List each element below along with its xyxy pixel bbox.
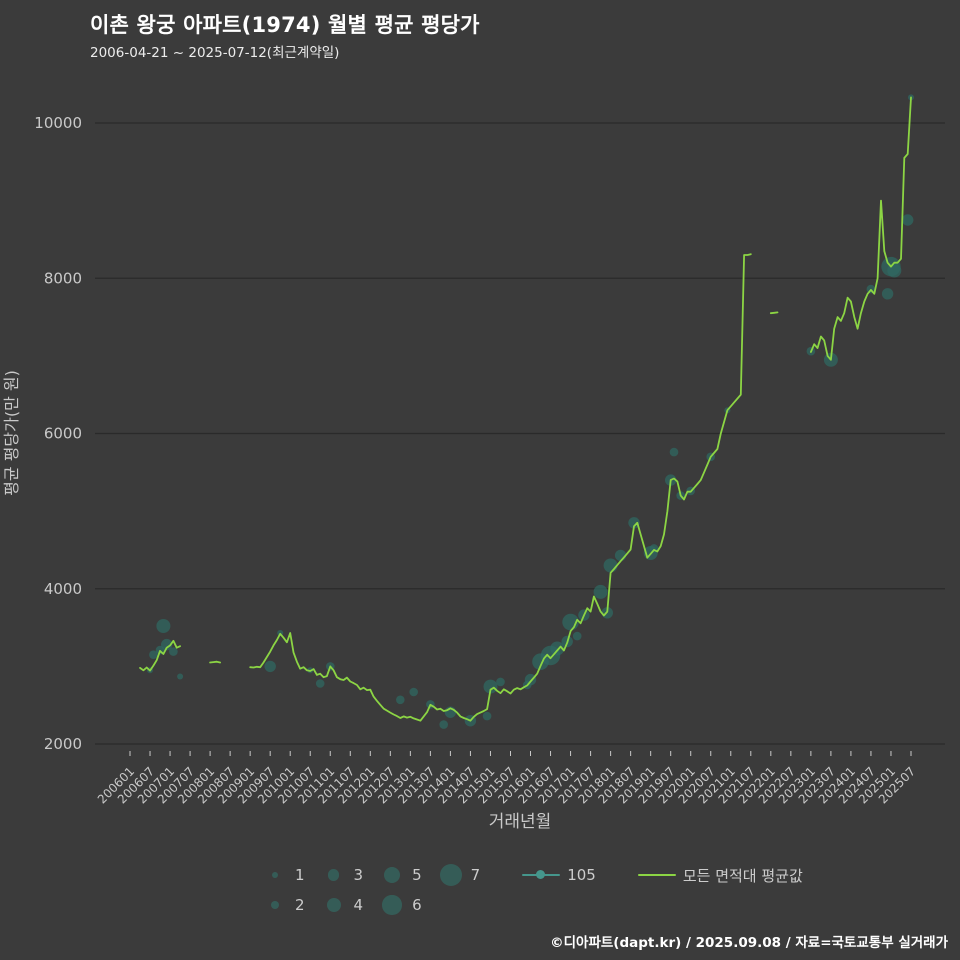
size-dot-box	[262, 892, 288, 918]
transaction-bubble[interactable]	[482, 711, 492, 721]
y-axis-label: 평균 평당가(만 원)	[2, 370, 21, 496]
chart-subtitle: 2006-04-21 ~ 2025-07-12(최근계약일)	[90, 45, 340, 61]
legend-size-1[interactable]: 1	[262, 862, 305, 888]
chart-title: 이촌 왕궁 아파트(1974) 월별 평균 평당가	[90, 13, 480, 37]
transaction-bubble[interactable]	[550, 641, 565, 656]
price-trend-chart: 2000400060008000100002006012006072007012…	[2, 94, 945, 832]
legend-size-label: 7	[470, 866, 481, 884]
legend-marker-dot-icon	[536, 870, 546, 880]
legend-size-7[interactable]: 7	[438, 862, 481, 888]
legend-size-label: 1	[295, 866, 305, 884]
legend-size-4[interactable]: 4	[321, 892, 364, 918]
transaction-bubble[interactable]	[264, 660, 276, 673]
transaction-bubble[interactable]	[156, 619, 171, 633]
legend-size-label: 6	[412, 896, 422, 914]
legend-row-2: 2 4 6	[262, 890, 819, 920]
size-dot-box	[321, 892, 347, 918]
size-dot-icon	[383, 866, 401, 884]
transaction-bubble[interactable]	[409, 687, 419, 697]
legend-size-label: 3	[353, 866, 364, 884]
transaction-bubble[interactable]	[881, 288, 894, 300]
average-price-line[interactable]	[139, 639, 181, 672]
transaction-bubble[interactable]	[628, 517, 640, 529]
transaction-bubble[interactable]	[396, 695, 405, 705]
average-price-line[interactable]	[249, 253, 752, 722]
legend-size-6[interactable]: 6	[379, 892, 422, 918]
x-axis-label: 거래년월	[489, 812, 552, 832]
transaction-bubble[interactable]	[669, 447, 679, 457]
transaction-bubble[interactable]	[177, 673, 184, 680]
average-price-line[interactable]	[209, 660, 221, 664]
transaction-bubble[interactable]	[483, 679, 498, 694]
size-dot-box	[379, 862, 405, 888]
size-dot-box	[379, 892, 405, 918]
legend-size-label: 5	[412, 866, 422, 884]
size-dot-box	[438, 862, 464, 888]
transaction-bubble[interactable]	[149, 650, 158, 659]
transaction-bubble[interactable]	[593, 584, 608, 599]
y-tick-label: 4000	[44, 580, 82, 598]
average-price-line[interactable]	[769, 311, 779, 315]
transaction-bubble[interactable]	[439, 720, 449, 729]
size-dot-icon	[270, 900, 280, 910]
y-tick-label: 10000	[34, 114, 82, 132]
transaction-bubble[interactable]	[169, 647, 178, 656]
transaction-bubble[interactable]	[524, 673, 537, 686]
y-tick-label: 6000	[44, 425, 82, 443]
legend-series-label: 모든 면적대 평균값	[682, 866, 803, 885]
size-dot-icon	[439, 863, 462, 887]
legend-size-label: 4	[353, 896, 364, 914]
size-dot-box	[262, 862, 288, 888]
legend-size-2[interactable]: 2	[262, 892, 305, 918]
transaction-bubble[interactable]	[572, 631, 582, 641]
legend-size-3[interactable]: 3	[321, 862, 364, 888]
copyright-text: ©디아파트(dapt.kr) / 2025.09.08 / 자료=국토교통부 실…	[550, 935, 948, 951]
average-price-line[interactable]	[810, 96, 912, 361]
transaction-bubble[interactable]	[496, 677, 505, 687]
legend-row-1: 1 3 5 7 105 모든 면적대 평균값	[262, 860, 819, 890]
size-dot-icon	[327, 869, 340, 881]
chart-legend: 1 3 5 7 105 모든 면적대 평균값 2 4 6	[262, 860, 819, 920]
y-tick-label: 2000	[44, 735, 82, 753]
legend-line-swatch	[522, 870, 561, 880]
transaction-bubble[interactable]	[315, 679, 325, 688]
size-dot-box	[321, 862, 347, 888]
legend-size-label: 2	[295, 896, 305, 914]
size-dot-icon	[326, 898, 341, 912]
transaction-bubble[interactable]	[161, 638, 173, 651]
legend-size-5[interactable]: 5	[379, 862, 422, 888]
size-dot-icon	[382, 895, 402, 915]
transaction-bubble[interactable]	[603, 558, 618, 573]
legend-line-swatch	[637, 873, 676, 877]
legend-series-label: 105	[567, 866, 596, 884]
legend-series-average[interactable]: 모든 면적대 평균값	[637, 865, 803, 886]
transaction-bubble[interactable]	[902, 214, 914, 226]
size-dot-icon	[272, 872, 278, 878]
legend-series-105[interactable]: 105	[522, 866, 596, 884]
y-tick-label: 8000	[44, 269, 82, 287]
